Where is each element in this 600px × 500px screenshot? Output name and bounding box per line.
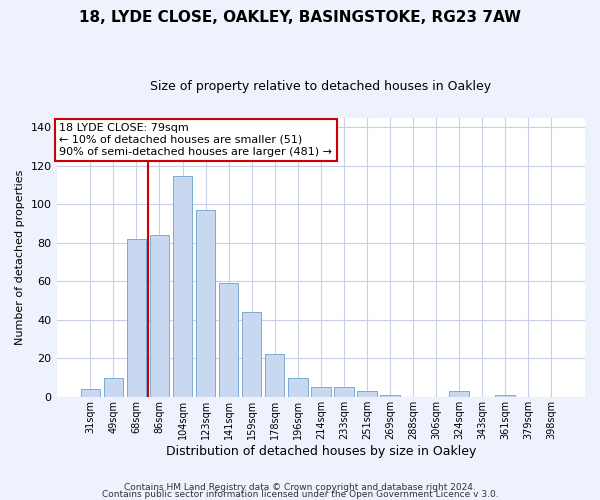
Bar: [496, 395, 515, 397]
Bar: [334, 387, 353, 397]
Bar: [104, 378, 123, 397]
Bar: [196, 210, 215, 397]
Y-axis label: Number of detached properties: Number of detached properties: [15, 170, 25, 345]
Text: 18 LYDE CLOSE: 79sqm
← 10% of detached houses are smaller (51)
90% of semi-detac: 18 LYDE CLOSE: 79sqm ← 10% of detached h…: [59, 124, 332, 156]
Bar: [219, 284, 238, 397]
Bar: [242, 312, 262, 397]
Bar: [311, 387, 331, 397]
Bar: [288, 378, 308, 397]
Bar: [380, 395, 400, 397]
Bar: [149, 235, 169, 397]
Title: Size of property relative to detached houses in Oakley: Size of property relative to detached ho…: [150, 80, 491, 93]
Text: Contains HM Land Registry data © Crown copyright and database right 2024.: Contains HM Land Registry data © Crown c…: [124, 484, 476, 492]
Text: Contains public sector information licensed under the Open Government Licence v : Contains public sector information licen…: [101, 490, 499, 499]
Bar: [173, 176, 193, 397]
Bar: [357, 391, 377, 397]
Bar: [265, 354, 284, 397]
Bar: [127, 239, 146, 397]
X-axis label: Distribution of detached houses by size in Oakley: Distribution of detached houses by size …: [166, 444, 476, 458]
Bar: [449, 391, 469, 397]
Bar: [80, 389, 100, 397]
Text: 18, LYDE CLOSE, OAKLEY, BASINGSTOKE, RG23 7AW: 18, LYDE CLOSE, OAKLEY, BASINGSTOKE, RG2…: [79, 10, 521, 25]
